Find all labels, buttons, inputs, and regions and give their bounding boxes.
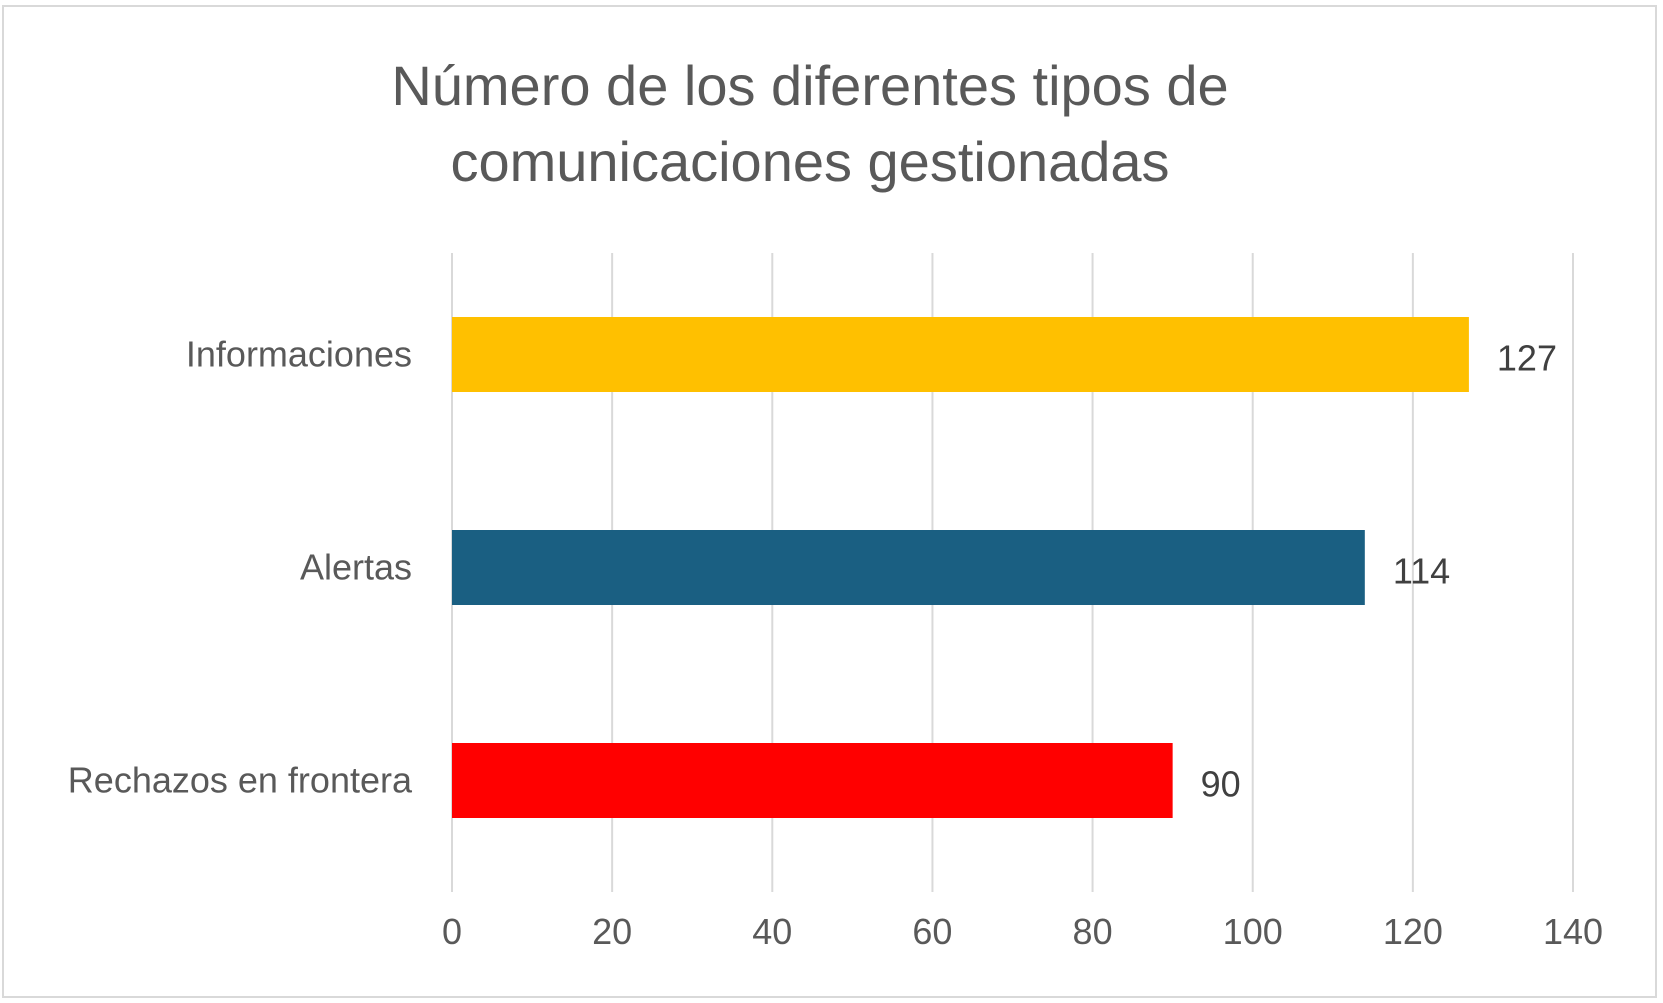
x-tick-label: 80 [1073,911,1113,952]
x-tick-label: 20 [592,911,632,952]
category-label: Alertas [300,547,412,588]
x-tick-label: 140 [1543,911,1603,952]
data-label: 114 [1393,551,1450,592]
data-labels: 127 114 90 [1201,338,1557,805]
x-tick-label: 60 [912,911,952,952]
chart-title: Número de los diferentes tipos de comuni… [391,54,1229,193]
x-tick-label: 40 [752,911,792,952]
category-label: Rechazos en frontera [68,760,413,801]
bar-informaciones [452,317,1469,392]
bar-alertas [452,530,1365,605]
x-tick-label: 100 [1223,911,1283,952]
data-label: 90 [1201,764,1241,805]
bar-rechazos-en-frontera [452,743,1173,818]
x-tick-label: 120 [1383,911,1443,952]
category-label: Informaciones [186,334,412,375]
x-axis-tick-labels: 0 20 40 60 80 100 120 140 [442,911,1603,952]
data-label: 127 [1497,338,1557,379]
category-labels: Informaciones Alertas Rechazos en frontera [68,334,413,801]
bars [452,317,1469,818]
chart-frame [2,5,1657,998]
x-tick-label: 0 [442,911,462,952]
